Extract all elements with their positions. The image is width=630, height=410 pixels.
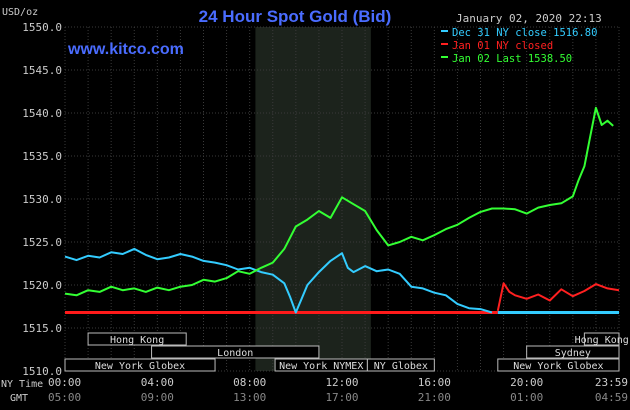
x-tick-ny: 08:00 [233, 376, 266, 389]
y-tick-label: 1515.0 [22, 322, 62, 335]
y-axis: 1550.0 1545.0 1540.0 1535.0 1530.0 1525.0 1520… [22, 21, 62, 378]
legend-swatch [441, 56, 448, 58]
x-tick-gmt: 21:00 [418, 391, 451, 404]
session-label: London [217, 348, 253, 359]
price-series [64, 106, 620, 314]
legend-entry: Jan 01 NY closed [452, 40, 553, 52]
x-tick-gmt: 17:00 [325, 391, 358, 404]
x-tick-ny: 00:00 [48, 376, 81, 389]
series-line [496, 282, 620, 312]
y-tick-label: 1545.0 [22, 64, 62, 77]
x-tick-gmt: 01:00 [510, 391, 543, 404]
x-tick-ny: 16:00 [418, 376, 451, 389]
legend-swatch [441, 30, 448, 32]
x-tick-ny: 04:00 [141, 376, 174, 389]
x-tick-ny: 23:59 [595, 376, 628, 389]
website-label: www.kitco.com [67, 41, 184, 58]
session-label: New York Globex [95, 361, 185, 372]
date-label: January 02, 2020 22:13 [456, 12, 602, 25]
y-tick-label: 1530.0 [22, 193, 62, 206]
session-band [583, 332, 620, 346]
y-tick-label: 1525.0 [22, 236, 62, 249]
session-label: Hong Kong [575, 335, 629, 346]
x-tick-ny: 20:00 [510, 376, 543, 389]
session-band [497, 358, 620, 372]
series-line [64, 247, 493, 314]
ny-time-label: NY Time [1, 379, 43, 390]
series-line [64, 106, 614, 297]
x-tick-ny: 12:00 [325, 376, 358, 389]
y-tick-label: 1520.0 [22, 279, 62, 292]
session-label: New York NYMEX [279, 361, 363, 372]
legend-entry: Jan 02 Last 1538.50 [452, 53, 572, 65]
chart-title: 24 Hour Spot Gold (Bid) [199, 7, 392, 26]
session-band [526, 345, 620, 359]
y-unit-label: USD/oz [2, 7, 38, 18]
y-tick-label: 1510.0 [22, 365, 62, 378]
x-tick-gmt: 09:00 [141, 391, 174, 404]
session-band [64, 358, 216, 372]
x-tick-gmt: 13:00 [233, 391, 266, 404]
session-label: New York Globex [513, 361, 603, 372]
x-tick-gmt: 05:00 [48, 391, 81, 404]
session-label: Sydney [555, 348, 591, 359]
y-tick-label: 1535.0 [22, 150, 62, 163]
session-band [151, 345, 320, 359]
session-band [87, 332, 187, 346]
y-tick-label: 1550.0 [22, 21, 62, 34]
legend-entry: Dec 31 NY close 1516.80 [452, 27, 597, 39]
gmt-label: GMT [10, 393, 28, 404]
x-axis: 00:00 04:00 08:00 12:00 16:00 20:00 23:59 05:00… [48, 376, 628, 404]
session-band [366, 358, 435, 372]
session-label: NY Globex [374, 361, 428, 372]
market-sessions: Hong Kong London New York Globex New York N… [64, 332, 629, 372]
x-tick-gmt: 04:59 [595, 391, 628, 404]
y-tick-label: 1540.0 [22, 107, 62, 120]
legend-swatch [441, 43, 448, 45]
session-label: Hong Kong [110, 335, 164, 346]
